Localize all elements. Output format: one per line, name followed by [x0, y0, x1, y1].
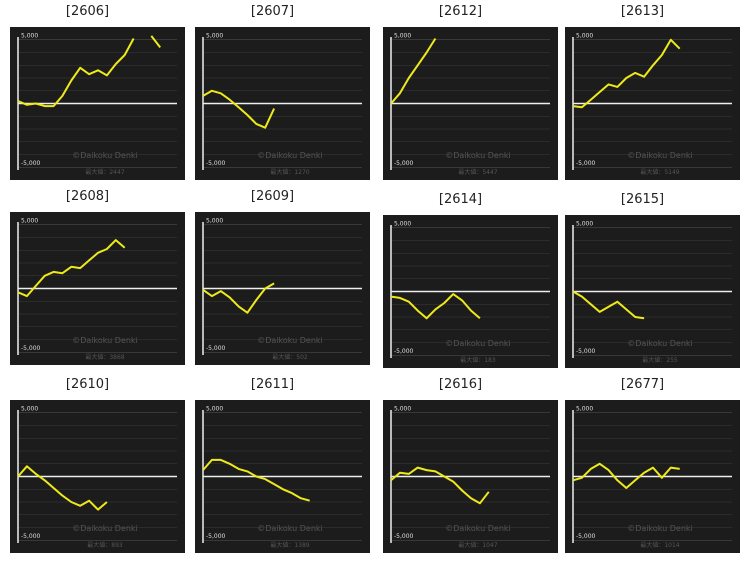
- y-tick-label: 5,000: [206, 32, 223, 39]
- y-tick-label: -5,000: [394, 533, 414, 540]
- footer: 最大値：3868: [85, 353, 124, 361]
- y-tick-label: 5,000: [394, 405, 411, 412]
- chart-panel: [2612] 5,000 -5,000 ©Daikoku Denki 最大値：5447: [383, 4, 558, 180]
- footer: 最大値：502: [272, 353, 308, 361]
- line-series: [390, 293, 481, 320]
- footer: 最大値：1270: [270, 168, 309, 176]
- line-series: [572, 38, 681, 109]
- chart-title: [2616]: [439, 377, 482, 392]
- chart-title: [2609]: [251, 189, 294, 204]
- line-series: [17, 35, 161, 108]
- watermark: ©Daikoku Denki: [257, 336, 323, 345]
- chart-panel: [2607] 5,000 -5,000 ©Daikoku Denki 最大値：1270: [195, 4, 370, 180]
- watermark: ©Daikoku Denki: [72, 336, 138, 345]
- y-tick-label: -5,000: [576, 160, 596, 167]
- footer: 最大値：5149: [640, 168, 679, 176]
- y-tick-label: -5,000: [21, 160, 41, 167]
- watermark: ©Daikoku Denki: [445, 151, 511, 160]
- footer: 最大値：1014: [640, 541, 679, 549]
- y-tick-label: -5,000: [394, 348, 414, 355]
- chart-panel: [2616] 5,000 -5,000 ©Daikoku Denki 最大値：1047: [383, 377, 558, 553]
- chart-panel: [2614] 5,000 -5,000 ©Daikoku Denki 最大値：183: [383, 192, 558, 368]
- line-series: [17, 239, 126, 298]
- y-tick-label: 5,000: [206, 405, 223, 412]
- y-tick-label: -5,000: [206, 533, 226, 540]
- chart-title: [2612]: [439, 4, 482, 19]
- chart-title: [2611]: [251, 377, 294, 392]
- y-tick-label: 5,000: [21, 217, 38, 224]
- line-series: [572, 290, 645, 320]
- y-tick-label: 5,000: [21, 32, 38, 39]
- y-tick-label: -5,000: [394, 160, 414, 167]
- chart-panel: [2609] 5,000 -5,000 ©Daikoku Denki 最大値：502: [195, 189, 370, 365]
- chart-title: [2608]: [66, 189, 109, 204]
- chart-panel: [2606] 5,000 -5,000 ©Daikoku Denki 最大値：2447: [10, 4, 185, 180]
- watermark: ©Daikoku Denki: [627, 151, 693, 160]
- chart-title: [2606]: [66, 4, 109, 19]
- watermark: ©Daikoku Denki: [72, 524, 138, 533]
- line-series: [390, 466, 490, 505]
- watermark: ©Daikoku Denki: [627, 339, 693, 348]
- chart-panel: [2677] 5,000 -5,000 ©Daikoku Denki 最大値：1014: [565, 377, 740, 553]
- y-tick-label: -5,000: [206, 345, 226, 352]
- y-tick-label: -5,000: [576, 533, 596, 540]
- watermark: ©Daikoku Denki: [627, 524, 693, 533]
- chart-title: [2607]: [251, 4, 294, 19]
- chart-panel: [2613] 5,000 -5,000 ©Daikoku Denki 最大値：5149: [565, 4, 740, 180]
- y-tick-label: 5,000: [21, 405, 38, 412]
- chart-title: [2677]: [621, 377, 664, 392]
- y-tick-label: 5,000: [576, 220, 593, 227]
- chart-title: [2610]: [66, 377, 109, 392]
- y-tick-label: 5,000: [206, 217, 223, 224]
- line-series: [202, 282, 275, 314]
- chart-panel: [2611] 5,000 -5,000 ©Daikoku Denki 最大値：1389: [195, 377, 370, 553]
- y-tick-label: 5,000: [394, 220, 411, 227]
- line-series: [572, 462, 680, 489]
- line-series: [17, 465, 108, 511]
- footer: 最大値：255: [642, 356, 678, 364]
- y-tick-label: 5,000: [576, 405, 593, 412]
- y-tick-label: 5,000: [394, 32, 411, 39]
- chart-title: [2613]: [621, 4, 664, 19]
- chart-panel: [2610] 5,000 -5,000 ©Daikoku Denki 最大値：893: [10, 377, 185, 553]
- line-series: [202, 458, 310, 502]
- y-tick-label: -5,000: [21, 533, 41, 540]
- separator: [345, 183, 750, 191]
- footer: 最大値：1389: [270, 541, 309, 549]
- watermark: ©Daikoku Denki: [445, 524, 511, 533]
- watermark: ©Daikoku Denki: [72, 151, 138, 160]
- y-tick-label: -5,000: [576, 348, 596, 355]
- footer: 最大値：1047: [458, 541, 497, 549]
- chart-title: [2614]: [439, 192, 482, 207]
- footer: 最大値：5447: [458, 168, 497, 176]
- line-series: [202, 89, 276, 129]
- chart-panel: [2615] 5,000 -5,000 ©Daikoku Denki 最大値：255: [565, 192, 740, 368]
- y-tick-label: -5,000: [206, 160, 226, 167]
- footer: 最大値：2447: [85, 168, 124, 176]
- watermark: ©Daikoku Denki: [445, 339, 511, 348]
- footer: 最大値：183: [460, 356, 496, 364]
- y-tick-label: -5,000: [21, 345, 41, 352]
- y-tick-label: 5,000: [576, 32, 593, 39]
- watermark: ©Daikoku Denki: [257, 151, 323, 160]
- watermark: ©Daikoku Denki: [257, 524, 323, 533]
- chart-panel: [2608] 5,000 -5,000 ©Daikoku Denki 最大値：3868: [10, 189, 185, 365]
- footer: 最大値：893: [87, 541, 123, 549]
- chart-title: [2615]: [621, 192, 664, 207]
